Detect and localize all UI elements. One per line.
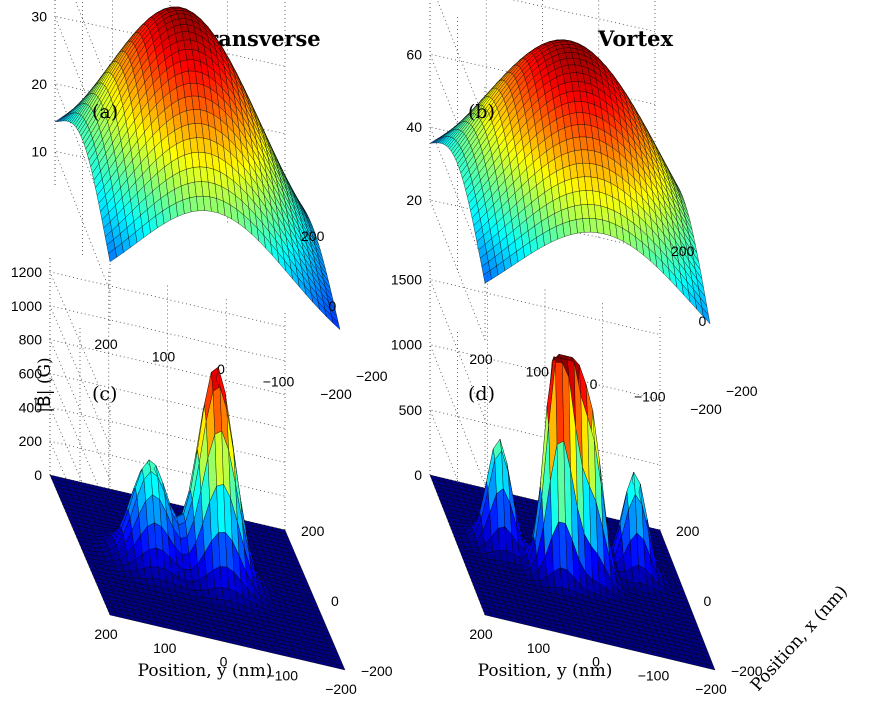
grid-line [436, 0, 656, 122]
x-tick-label: 0 [331, 593, 339, 609]
y-tick-label: 200 [469, 626, 493, 642]
x-tick-label: −200 [726, 383, 758, 399]
y-tick-label: 100 [526, 364, 550, 380]
panel-label-c: (c) [92, 383, 117, 405]
x-tick-label: 200 [301, 523, 325, 539]
z-tick-label: 1500 [391, 272, 422, 288]
x-tick-label: 0 [699, 313, 707, 329]
grid-line [429, 199, 656, 341]
z-tick-label: 200 [19, 433, 43, 449]
z-tick-label: 30 [31, 8, 47, 24]
y-tick-label: 0 [217, 361, 225, 377]
y-tick-label: −100 [634, 389, 666, 405]
y-tick-label: 100 [153, 640, 177, 656]
surface-patch [706, 664, 716, 671]
z-tick-label: 0 [34, 467, 42, 483]
surface [54, 6, 341, 331]
y-tick-label: −200 [320, 386, 352, 402]
surface-patch [336, 664, 346, 671]
y-tick-label: 100 [527, 640, 551, 656]
z-tick-label: 40 [406, 119, 422, 135]
x-tick-label: 0 [704, 593, 712, 609]
panel-label-d: (d) [468, 383, 495, 405]
z-tick-label: 60 [406, 46, 422, 62]
x-tick-label: 0 [329, 298, 337, 314]
y-tick-label: −200 [695, 681, 727, 697]
y-tick-label: 200 [94, 336, 118, 352]
z-tick-label: 20 [31, 76, 47, 92]
z-tick-label: 1000 [11, 298, 42, 314]
x-tick-label: 200 [671, 243, 695, 259]
y-tick-label: −100 [638, 667, 670, 683]
z-tick-label: 1000 [391, 337, 422, 353]
grid-line [49, 305, 286, 446]
y-tick-label: −100 [263, 374, 295, 390]
y-tick-label: 200 [94, 626, 118, 642]
z-tick-label: 1200 [11, 264, 42, 280]
y-tick-label: −200 [325, 681, 357, 697]
column-title-vortex: Vortex [598, 26, 674, 51]
x-tick-label: −200 [356, 368, 388, 384]
z-tick-label: 0 [414, 467, 422, 483]
x-tick-label: 200 [301, 228, 325, 244]
z-tick-label: 10 [31, 143, 47, 159]
surface-patch [331, 315, 341, 331]
y-tick-label: −200 [690, 401, 722, 417]
z-tick-label: 800 [19, 332, 43, 348]
x-axis-label-d: Position, x (nm) [747, 582, 852, 696]
z-tick-label: 20 [406, 192, 422, 208]
y-tick-label: 100 [152, 349, 176, 365]
y-tick-label: 200 [469, 351, 493, 367]
y-axis-label-c: Position, y (nm) [138, 661, 273, 681]
surface [429, 39, 711, 325]
x-tick-label: 200 [676, 523, 700, 539]
y-axis-label-d: Position, y (nm) [478, 661, 613, 681]
y-tick-label: 0 [590, 376, 598, 392]
surface [49, 366, 346, 671]
z-tick-label: 500 [399, 402, 423, 418]
x-tick-label: −200 [361, 663, 393, 679]
panel-label-a: (a) [92, 101, 118, 123]
panel-label-b: (b) [468, 101, 495, 123]
z-axis-label: |B⃗| (G) [34, 357, 55, 412]
